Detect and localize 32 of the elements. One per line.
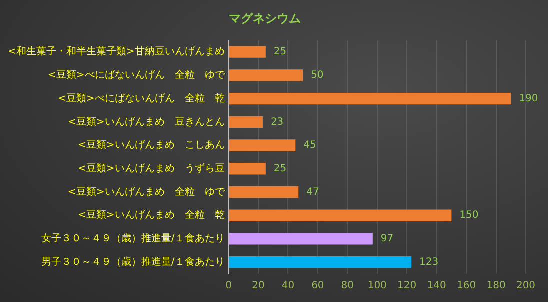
x-tick-label: 160 (457, 280, 476, 292)
data-label: 45 (304, 140, 316, 152)
y-tick-label: <豆類>いんげんまめ うずら豆 (78, 162, 225, 174)
chart-title: マグネシウム (229, 11, 301, 26)
x-tick-label: 100 (368, 280, 387, 292)
y-tick-label: 男子３０～４９（歳）推進量/１食あたり (41, 256, 225, 268)
data-label: 25 (274, 46, 287, 58)
y-tick-label: <豆類>いんげんまめ こしあん (78, 139, 225, 152)
y-tick-label: <豆類>べにばないんげん 全粒 ゆで (48, 69, 226, 82)
x-tick-label: 20 (252, 280, 265, 292)
y-tick-label: <豆類>いんげんまめ 全粒 ゆで (68, 186, 226, 198)
x-tick-label: 0 (226, 280, 232, 292)
x-tick-label: 60 (312, 280, 324, 292)
x-tick-label: 40 (282, 280, 295, 292)
data-label: 190 (519, 93, 538, 104)
x-tick-label: 200 (516, 280, 536, 292)
y-tick-label: <和生菓子・和半生菓子類>甘納豆いんげんまめ (8, 46, 225, 58)
data-label: 123 (420, 256, 439, 268)
y-tick-label: <豆類>いんげんまめ 全粒 乾 (78, 209, 225, 222)
x-tick-label: 140 (427, 280, 446, 292)
x-tick-label: 180 (486, 280, 506, 292)
x-tick-label: 120 (398, 280, 417, 292)
data-label: 97 (380, 234, 394, 245)
y-tick-label: <豆類>べにばないんげん 全粒 乾 (58, 92, 225, 104)
y-tick-label: 女子３０～４９（歳）推進量/１食あたり (41, 232, 225, 245)
data-label: 150 (460, 210, 479, 222)
data-label: 47 (306, 186, 320, 198)
x-tick-label: 80 (341, 280, 354, 292)
data-label: 50 (311, 70, 324, 82)
data-label: 23 (270, 116, 284, 128)
y-tick-label: <豆類>いんげんまめ 豆きんとん (68, 116, 225, 128)
data-label: 25 (274, 163, 287, 174)
